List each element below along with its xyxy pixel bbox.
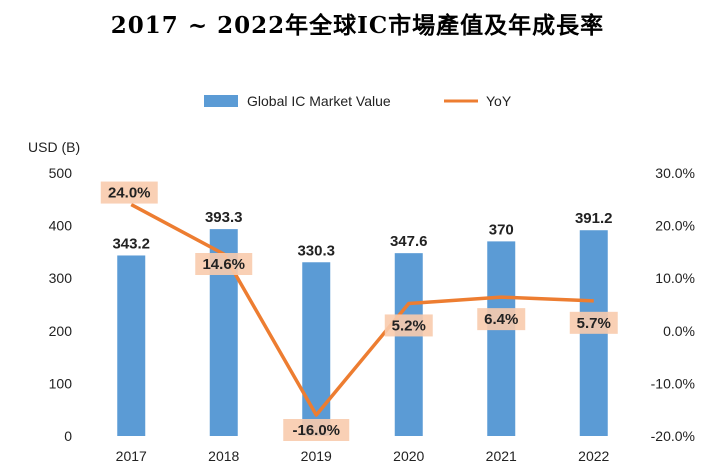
legend-label-line: YoY	[486, 93, 512, 109]
x-tick-label: 2021	[486, 448, 517, 464]
yoy-value-label: 24.0%	[108, 185, 151, 202]
yoy-value-labels: 24.0% 14.6% -16.0% 5.2% 6.4% 5.7%	[100, 181, 618, 441]
x-axis-ticks: 2017 2018 2019 2020 2021 2022	[116, 448, 610, 464]
yoy-line	[130, 203, 594, 417]
bar-value-label: 370	[489, 221, 514, 238]
right-tick-label: 30.0%	[655, 165, 695, 181]
bar-series	[117, 229, 608, 436]
yoy-value-label: -16.0%	[292, 422, 340, 439]
yoy-label-bg	[569, 311, 618, 334]
right-tick-label: -20.0%	[651, 428, 695, 444]
yoy-label-bg	[195, 253, 253, 276]
bar-value-label: 391.2	[575, 210, 613, 227]
right-axis-ticks: -20.0% -10.0% 0.0% 10.0% 20.0% 30.0%	[651, 165, 695, 444]
bar	[487, 241, 516, 436]
legend-swatch-bar	[204, 95, 238, 107]
x-tick-label: 2018	[208, 448, 239, 464]
bar-value-label: 393.3	[205, 209, 243, 226]
right-tick-label: 10.0%	[655, 270, 695, 286]
legend: Global IC Market Value YoY	[204, 93, 512, 109]
bar-value-labels: 343.2 393.3 330.3 347.6 370 391.2	[112, 209, 612, 259]
yoy-value-label: 5.2%	[392, 317, 426, 334]
left-tick-label: 300	[49, 270, 73, 286]
left-tick-label: 0	[64, 428, 72, 444]
bar	[394, 253, 423, 436]
x-tick-label: 2020	[393, 448, 424, 464]
left-tick-label: 500	[49, 165, 73, 181]
x-tick-label: 2017	[116, 448, 147, 464]
x-tick-label: 2019	[301, 448, 332, 464]
bar-value-label: 343.2	[112, 235, 150, 252]
bar-value-label: 347.6	[390, 233, 428, 250]
yoy-value-label: 14.6%	[202, 256, 245, 273]
yoy-series	[130, 203, 594, 417]
left-tick-label: 200	[49, 323, 73, 339]
left-tick-label: 100	[49, 375, 73, 391]
legend-label-bar: Global IC Market Value	[247, 93, 391, 109]
yoy-label-bg	[477, 308, 526, 331]
left-axis-unit: USD (B)	[28, 139, 80, 155]
yoy-label-bg	[283, 419, 350, 441]
yoy-label-bg	[100, 181, 158, 204]
bar-value-label: 330.3	[297, 242, 335, 259]
bar	[302, 262, 331, 436]
left-axis-ticks: 0 100 200 300 400 500	[49, 165, 73, 444]
right-tick-label: -10.0%	[651, 375, 695, 391]
right-tick-label: 0.0%	[663, 323, 695, 339]
left-tick-label: 400	[49, 218, 73, 234]
yoy-label-bg	[384, 314, 433, 337]
chart-title: 2017 ~ 2022年全球IC市場產值及年成長率	[110, 12, 605, 39]
right-tick-label: 20.0%	[655, 218, 695, 234]
yoy-value-label: 6.4%	[484, 311, 518, 328]
bar	[117, 255, 146, 436]
x-tick-label: 2022	[578, 448, 609, 464]
yoy-value-label: 5.7%	[577, 315, 611, 332]
